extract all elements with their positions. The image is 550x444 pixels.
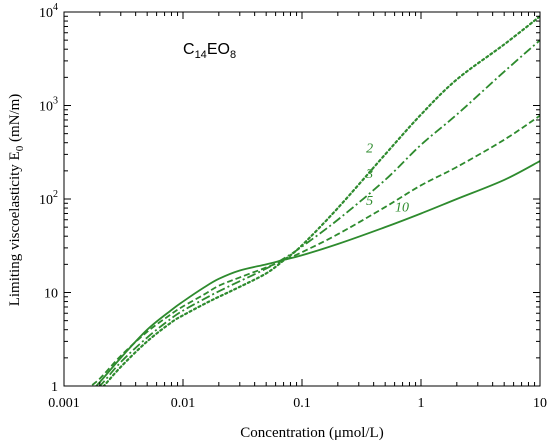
series-line-3 [98, 39, 540, 386]
series-line-5 [89, 114, 540, 386]
series-line-10 [95, 160, 540, 386]
series-label-3: 3 [365, 167, 373, 182]
x-tick-label: 0.01 [171, 396, 196, 411]
plot-frame [63, 11, 541, 387]
series-label-10: 10 [395, 200, 409, 215]
compound-label: C14EO8 [183, 41, 236, 61]
x-axis-title: Concentration (μmol/L) [240, 425, 383, 441]
series-label-2: 2 [366, 141, 373, 156]
y-tick-label: 104 [39, 2, 58, 21]
series-label-5: 5 [366, 194, 373, 209]
y-tick-label: 102 [39, 189, 58, 208]
x-tick-label: 0.1 [293, 396, 311, 411]
y-axis-title: Limiting viscoelasticity E0 (mN/m) [7, 94, 26, 307]
series-line-2 [102, 15, 540, 386]
series-labels: 2 3 5 10 [365, 141, 409, 215]
y-tick-label: 1 [51, 380, 58, 395]
plot-lines [89, 15, 540, 386]
x-tick-label: 1 [418, 396, 425, 411]
x-tick-label: 10 [533, 396, 547, 411]
y-tick-label: 10 [44, 287, 58, 302]
x-tick-label: 0.001 [48, 396, 80, 411]
y-tick-label: 103 [39, 96, 58, 115]
